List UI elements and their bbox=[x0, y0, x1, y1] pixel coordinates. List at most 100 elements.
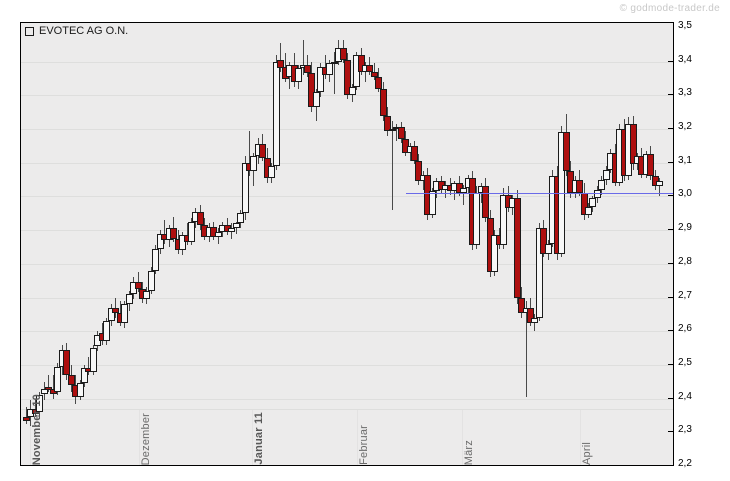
candle-body-up bbox=[250, 156, 257, 172]
candle-body-up bbox=[188, 221, 195, 242]
candle-body-up bbox=[656, 181, 663, 187]
x-axis-label: Februar bbox=[358, 425, 370, 465]
candle-body-down bbox=[358, 54, 365, 72]
candle-body-up bbox=[77, 383, 84, 397]
candle-wick bbox=[88, 356, 89, 376]
candle-body-up bbox=[54, 366, 61, 392]
candle-body-up bbox=[103, 321, 110, 342]
candle-wick bbox=[138, 272, 139, 293]
x-axis-separator bbox=[139, 410, 140, 465]
candle-body-down bbox=[482, 186, 489, 219]
candle-body-down bbox=[380, 88, 387, 116]
x-axis-label: Dezember bbox=[140, 412, 152, 465]
candle-body-down bbox=[340, 48, 347, 60]
y-axis-label: 3,5 bbox=[678, 20, 692, 31]
y-axis-tick bbox=[668, 61, 674, 62]
y-axis-tick bbox=[668, 297, 674, 298]
candle-body-down bbox=[308, 73, 315, 108]
gridline bbox=[21, 399, 673, 400]
x-axis-separator bbox=[252, 410, 253, 465]
candle-body-down bbox=[652, 176, 659, 187]
candle-body-down bbox=[540, 228, 547, 254]
candle-body-down bbox=[45, 386, 52, 391]
x-axis-label: November 10 bbox=[31, 393, 43, 465]
gridline bbox=[21, 163, 673, 164]
candle-wick bbox=[249, 130, 250, 177]
candle-body-down bbox=[23, 417, 30, 421]
gridline bbox=[21, 264, 673, 265]
x-axis-label: April bbox=[581, 441, 593, 465]
y-axis-tick bbox=[668, 364, 674, 365]
candle-body-down bbox=[112, 307, 119, 313]
candle-body-down bbox=[576, 179, 583, 194]
candle-body-up bbox=[429, 191, 436, 215]
candle-body-up bbox=[317, 66, 324, 92]
candle-body-up bbox=[148, 270, 155, 291]
candle-body-down bbox=[371, 71, 378, 77]
candle-body-up bbox=[228, 228, 235, 232]
candle-body-up bbox=[143, 290, 150, 300]
candle-body-down bbox=[304, 65, 311, 74]
candle-body-up bbox=[152, 248, 159, 271]
square-icon[interactable] bbox=[25, 27, 34, 36]
candle-body-up bbox=[126, 294, 133, 305]
candle-body-up bbox=[531, 317, 538, 323]
candle-body-up bbox=[233, 223, 240, 229]
gridline bbox=[21, 196, 673, 197]
watermark-label: © godmode-trader.de bbox=[619, 3, 720, 14]
y-axis-tick bbox=[668, 431, 674, 432]
gridline bbox=[21, 365, 673, 366]
candle-body-up bbox=[349, 86, 356, 96]
candle-body-down bbox=[68, 375, 75, 386]
support-line bbox=[406, 193, 673, 194]
candle-body-up bbox=[491, 235, 498, 273]
candle-body-up bbox=[268, 166, 275, 178]
chart-title-bar: EVOTEC AG O.N. bbox=[21, 23, 673, 40]
x-axis-separator bbox=[580, 410, 581, 465]
candle-wick bbox=[48, 375, 49, 392]
y-axis-tick bbox=[668, 330, 674, 331]
candle-body-down bbox=[224, 225, 231, 232]
y-axis-label: 3,0 bbox=[678, 188, 692, 199]
candle-body-down bbox=[197, 211, 204, 226]
gridline bbox=[21, 298, 673, 299]
y-axis-tick bbox=[668, 263, 674, 264]
candle-body-up bbox=[41, 388, 48, 394]
y-axis-tick bbox=[668, 465, 674, 466]
candle-body-down bbox=[630, 124, 637, 165]
candle-wick bbox=[187, 223, 188, 246]
y-axis-tick bbox=[668, 162, 674, 163]
candle-body-down bbox=[647, 154, 654, 177]
candle-body-up bbox=[108, 307, 115, 322]
x-axis-label: März bbox=[463, 439, 475, 465]
y-axis-label: 3,4 bbox=[678, 54, 692, 65]
candle-body-up bbox=[473, 193, 480, 246]
page-title: EVOTEC AG O.N. bbox=[39, 25, 129, 37]
y-axis-label: 2,2 bbox=[678, 458, 692, 469]
candle-body-up bbox=[90, 348, 97, 372]
candle-body-up bbox=[215, 231, 222, 237]
candle-body-up bbox=[295, 68, 302, 82]
candle-body-down bbox=[277, 60, 284, 69]
candle-body-up bbox=[121, 304, 128, 323]
candle-wick bbox=[526, 300, 527, 397]
candle-wick bbox=[365, 61, 366, 82]
x-axis-separator bbox=[357, 410, 358, 465]
x-axis-separator bbox=[30, 410, 31, 465]
y-axis-tick bbox=[668, 128, 674, 129]
candle-body-up bbox=[585, 206, 592, 215]
candle-body-down bbox=[563, 132, 570, 172]
y-axis-label: 3,3 bbox=[678, 87, 692, 98]
candle-body-down bbox=[527, 307, 534, 323]
candle-body-up bbox=[389, 129, 396, 132]
gridline bbox=[21, 331, 673, 332]
y-axis-label: 2,9 bbox=[678, 222, 692, 233]
candle-body-down bbox=[411, 145, 418, 162]
candle-body-down bbox=[514, 198, 521, 298]
y-axis-label: 3,2 bbox=[678, 121, 692, 132]
candle-wick bbox=[534, 314, 535, 332]
candle-body-up bbox=[313, 92, 320, 108]
candle-wick bbox=[35, 398, 36, 418]
candle-wick bbox=[392, 120, 393, 210]
x-axis-band bbox=[21, 409, 673, 465]
